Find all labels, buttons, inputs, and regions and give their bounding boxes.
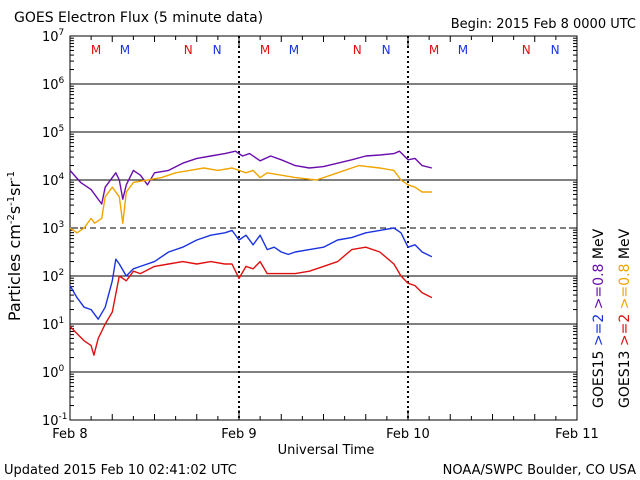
y-tick-label: 100 [42,364,65,381]
y-tick-label: 103 [42,220,64,237]
y-axis-label: Particles cm-2s-1sr-1 [5,171,24,321]
legend-entry: GOES15 [591,351,607,408]
marker-label: M [260,43,270,57]
begin-label: Begin: 2015 Feb 8 0000 UTC [451,17,636,32]
marker-label: N [382,43,391,57]
marker-label: M [429,43,439,57]
y-tick-labels: 107 106 105 104 103 102 101 100 10-1 [42,28,68,429]
x-tick-label: Feb 10 [386,427,430,442]
source-credit: NOAA/SWPC Boulder, CO USA [443,463,636,478]
marker-label: N [551,43,560,57]
axis-ticks [69,36,578,421]
marker-label: M [458,43,468,57]
gridlines [70,83,577,373]
marker-label: M [91,43,101,57]
y-tick-label: 10-1 [42,412,68,429]
updated-timestamp: Updated 2015 Feb 10 02:41:02 UTC [4,463,237,478]
y-tick-label: 106 [42,76,65,93]
series-group [69,150,433,356]
legend-entry: GOES13 [617,351,633,408]
legend-entry: >=2 [617,314,633,351]
series-line [69,246,433,356]
x-axis-label: Universal Time [278,443,375,458]
y-tick-label: 102 [42,268,64,285]
x-tick-label: Feb 9 [221,427,256,442]
marker-label: N [184,43,193,57]
marker-label: N [353,43,362,57]
series-line [69,227,433,320]
series-line [69,164,432,234]
marker-label: N [522,43,531,57]
legend-entry: >=2 [591,314,607,351]
legend-column: GOES13 >=2 >=0.8 MeV [617,228,633,408]
y-tick-label: 107 [42,28,64,45]
marker-label: M [120,43,130,57]
y-tick-label: 101 [42,316,64,333]
marker-label: M [289,43,299,57]
legend-entry: MeV [617,228,633,263]
day-boundaries [238,36,409,420]
marker-label: N [213,43,222,57]
y-axis-label-text: Particles cm-2s-1sr-1 [5,171,24,321]
x-tick-label: Feb 11 [555,427,599,442]
y-tick-label: 105 [42,124,64,141]
y-tick-label: 104 [42,172,65,189]
legend-entry: >=0.8 [591,264,607,314]
series-line [69,150,433,205]
chart-title: GOES Electron Flux (5 minute data) [14,10,263,26]
legend-entry: >=0.8 [617,264,633,314]
x-tick-label: Feb 8 [52,427,87,442]
legend-entry: MeV [591,228,607,263]
x-tick-labels: Feb 8 Feb 9 Feb 10 Feb 11 [52,427,599,442]
legend-column: GOES15 >=2 >=0.8 MeV [591,228,607,408]
